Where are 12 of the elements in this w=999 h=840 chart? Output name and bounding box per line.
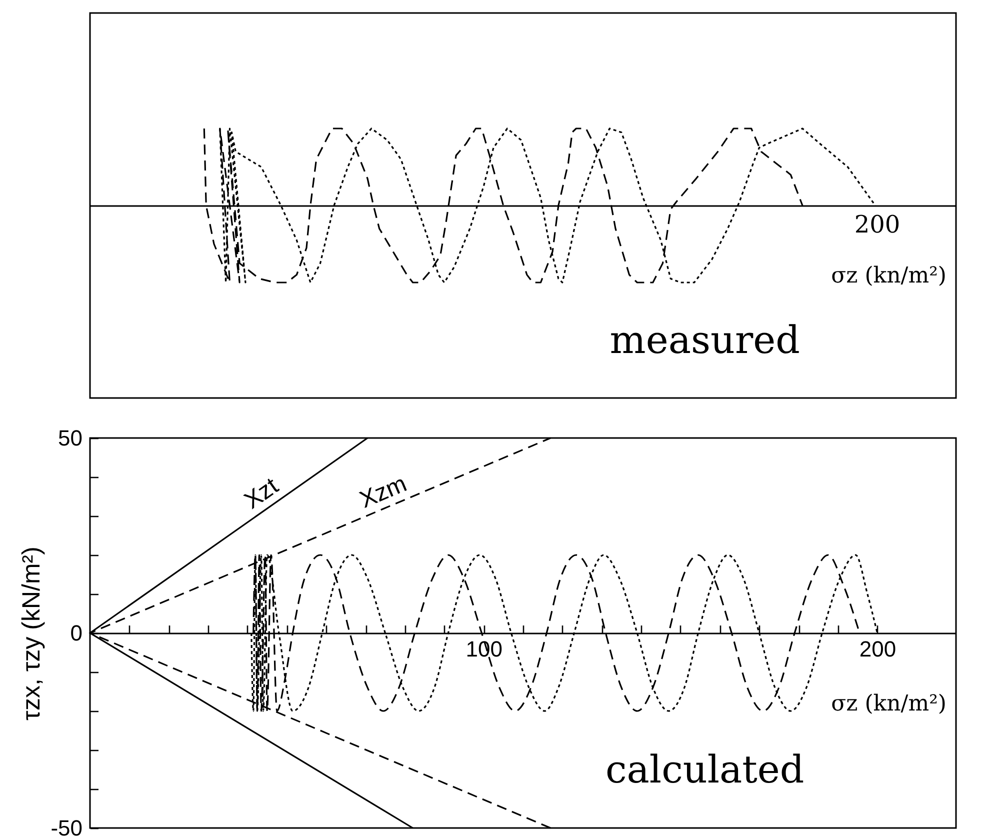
annotation: 200 xyxy=(854,210,900,238)
x-axis-title: σz (kn/m²) xyxy=(831,263,946,288)
y-axis-title: τzx, τzy (kN/m²) xyxy=(18,546,46,720)
text: Xzm xyxy=(356,470,411,514)
x-tick-label: 100 xyxy=(466,636,502,662)
text: Xzt xyxy=(240,472,284,515)
annotation: calculated xyxy=(605,747,804,792)
y-tick-label: 0 xyxy=(70,620,82,646)
y-tick-label: 50 xyxy=(58,426,82,450)
x-axis-title: σz (kn/m²) xyxy=(831,692,946,717)
y-tick-label: -50 xyxy=(50,816,82,840)
text: measured xyxy=(610,318,800,362)
